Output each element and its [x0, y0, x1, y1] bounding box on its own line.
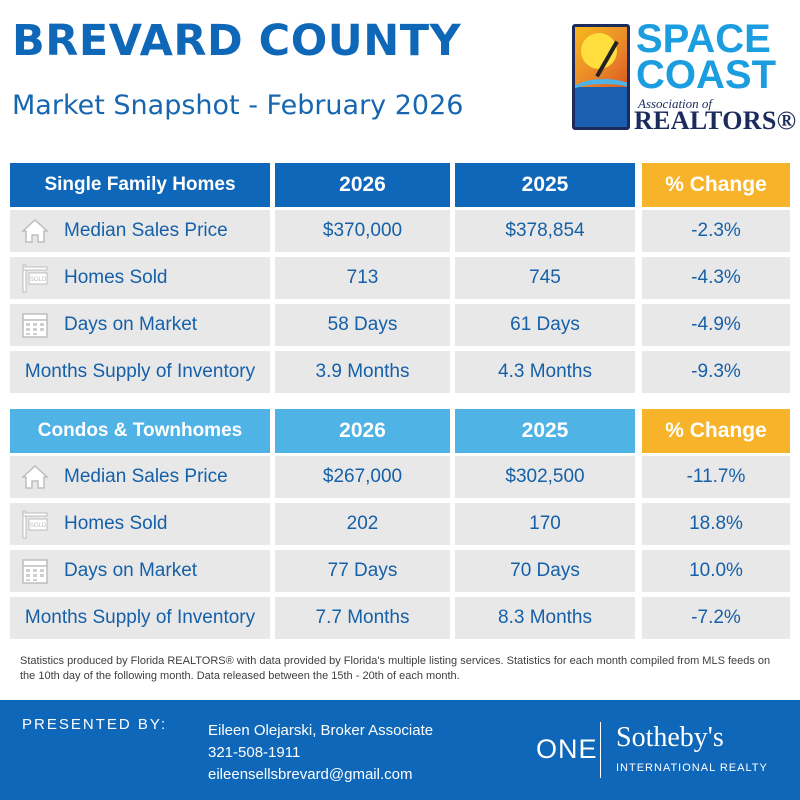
column-2026-header: 2026 [275, 409, 450, 453]
logo-text-space: SPACE [636, 17, 771, 61]
page-title: BREVARD COUNTY [12, 16, 462, 66]
table-cell-2025: $378,854 [455, 210, 635, 252]
table-cell-2026: 713 [275, 257, 450, 299]
table-cell-2026: 58 Days [275, 304, 450, 346]
agent-phone[interactable]: 321-508-1911 [208, 744, 301, 761]
table-cell-2026: $267,000 [275, 456, 450, 498]
table-row-label: Days on Market [10, 550, 270, 592]
space-coast-realtors-logo: SPACE COAST Association of REALTORS® [572, 19, 796, 135]
house-icon [20, 216, 50, 246]
brand-international-text: INTERNATIONAL REALTY [616, 762, 768, 774]
table-cell-2026: $370,000 [275, 210, 450, 252]
table-cell-2025: 745 [455, 257, 635, 299]
table-cell-2025: 61 Days [455, 304, 635, 346]
agent-email[interactable]: eileensellsbrevard@gmail.com [208, 766, 413, 783]
svg-text:SOLD: SOLD [30, 523, 47, 529]
table-cell-2026: 202 [275, 503, 450, 545]
table-cell-change: -2.3% [642, 210, 790, 252]
table-row-label: Months Supply of Inventory [10, 597, 270, 639]
table-row-label: SOLD Homes Sold [10, 257, 270, 299]
table-cell-change: 18.8% [642, 503, 790, 545]
table-cell-2026: 77 Days [275, 550, 450, 592]
table-cell-change: -9.3% [642, 351, 790, 393]
table-cell-2025: 170 [455, 503, 635, 545]
table-cell-change: -4.3% [642, 257, 790, 299]
sothebys-logo: ONE Sotheby's INTERNATIONAL REALTY [536, 718, 786, 788]
single-family-heading: Single Family Homes [10, 163, 270, 207]
condos-heading: Condos & Townhomes [10, 409, 270, 453]
table-cell-2025: $302,500 [455, 456, 635, 498]
page-subtitle: Market Snapshot - February 2026 [12, 90, 464, 121]
calendar-icon [20, 310, 50, 340]
svg-text:SOLD: SOLD [30, 277, 47, 283]
table-cell-change: -11.7% [642, 456, 790, 498]
table-cell-change: -4.9% [642, 304, 790, 346]
agent-name: Eileen Olejarski, Broker Associate [208, 722, 434, 739]
logo-text-realtors: REALTORS® [634, 106, 797, 135]
sold-sign-icon: SOLD [20, 263, 50, 293]
agent-contact: Eileen Olejarski, Broker Associate 321-5… [208, 720, 433, 786]
house-icon [20, 462, 50, 492]
table-cell-2025: 70 Days [455, 550, 635, 592]
table-cell-change: -7.2% [642, 597, 790, 639]
table-row-label: Median Sales Price [10, 210, 270, 252]
column-2025-header: 2025 [455, 409, 635, 453]
sold-sign-icon: SOLD [20, 509, 50, 539]
logo-text-association: Association of [638, 96, 713, 111]
column-change-header: % Change [642, 409, 790, 453]
table-row-label: SOLD Homes Sold [10, 503, 270, 545]
logo-badge-icon [572, 24, 630, 130]
table-cell-2025: 8.3 Months [455, 597, 635, 639]
table-row-label: Days on Market [10, 304, 270, 346]
table-cell-2026: 3.9 Months [275, 351, 450, 393]
column-2025-header: 2025 [455, 163, 635, 207]
statistics-footnote: Statistics produced by Florida REALTORS®… [20, 655, 771, 682]
table-cell-2025: 4.3 Months [455, 351, 635, 393]
table-row-label: Months Supply of Inventory [10, 351, 270, 393]
brand-one-text: ONE [536, 734, 598, 764]
table-cell-2026: 7.7 Months [275, 597, 450, 639]
table-cell-change: 10.0% [642, 550, 790, 592]
brand-sothebys-text: Sotheby's [616, 722, 724, 753]
column-2026-header: 2026 [275, 163, 450, 207]
footer-banner: PRESENTED BY: Eileen Olejarski, Broker A… [0, 700, 800, 800]
table-row-label: Median Sales Price [10, 456, 270, 498]
brand-divider [600, 722, 601, 778]
presented-by-label: PRESENTED BY: [22, 716, 168, 733]
column-change-header: % Change [642, 163, 790, 207]
logo-text-coast: COAST [636, 53, 776, 97]
calendar-icon [20, 556, 50, 586]
